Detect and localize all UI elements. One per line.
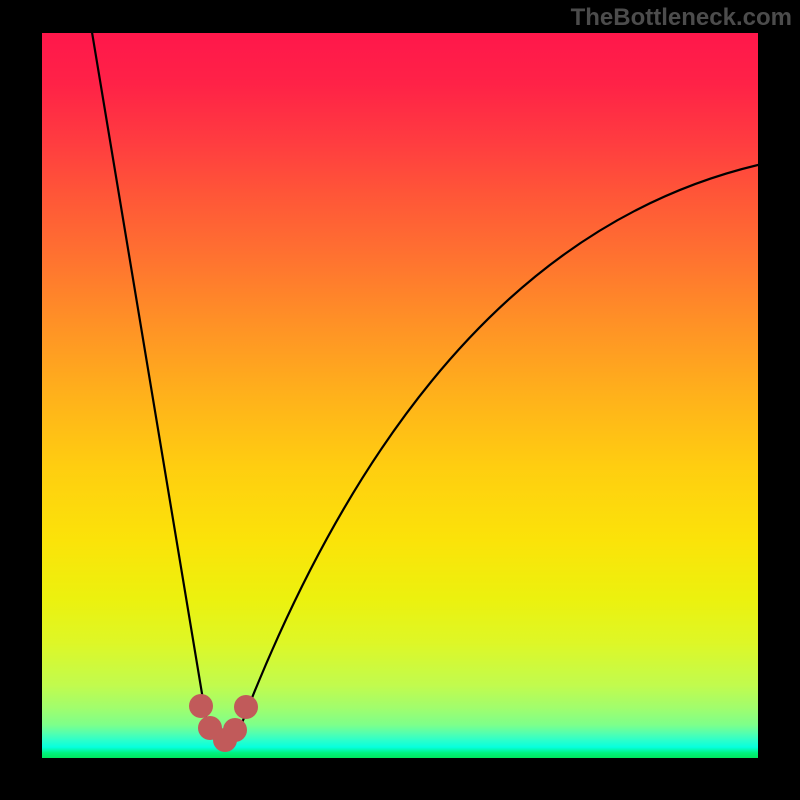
curve-layer xyxy=(42,33,758,758)
chart-marker xyxy=(189,694,213,718)
watermark-text: TheBottleneck.com xyxy=(571,4,792,32)
chart-root: TheBottleneck.com xyxy=(0,0,800,800)
chart-marker xyxy=(234,695,258,719)
plot-area xyxy=(42,33,758,758)
bottleneck-curve xyxy=(92,33,758,737)
chart-marker xyxy=(223,718,247,742)
